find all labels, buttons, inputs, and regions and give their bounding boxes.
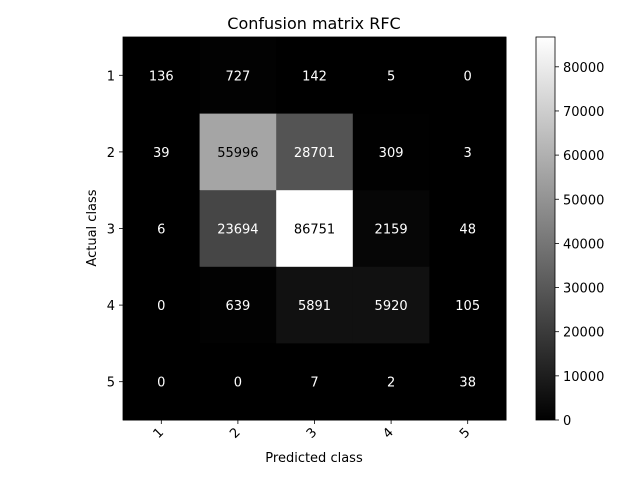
heatmap-cell: [352, 37, 430, 115]
cell-value-label: 23694: [217, 223, 258, 238]
cell-value-label: 28701: [294, 146, 335, 161]
heatmap-cell: [276, 266, 354, 344]
colorbar-tick-label: 10000: [563, 370, 604, 385]
x-axis-label: Predicted class: [265, 451, 363, 466]
heatmap-cell: [429, 37, 507, 115]
cell-value-label: 5891: [298, 299, 331, 314]
y-axis-ticks: 1 2 3 4 5: [107, 69, 123, 391]
heatmap-cell: [352, 190, 430, 268]
cell-value-label: 5: [387, 69, 395, 84]
cell-value-label: 55996: [217, 146, 258, 161]
heatmap-cell: [352, 266, 430, 344]
cell-value-label: 727: [225, 69, 250, 84]
y-axis-label: Actual class: [85, 189, 100, 266]
plot-frame: [122, 36, 507, 421]
heatmap-cell: [429, 190, 507, 268]
colorbar-tick-label: 0: [563, 414, 571, 429]
cell-value-label: 2: [387, 376, 395, 391]
heatmap-cell: [199, 37, 277, 115]
heatmap-cell: [123, 343, 201, 421]
cell-value-label: 48: [459, 223, 476, 238]
cell-value-label: 0: [157, 299, 165, 314]
chart-title: Confusion matrix RFC: [227, 14, 400, 33]
colorbar-tick-label: 30000: [563, 282, 604, 297]
colorbar-tick-label: 70000: [563, 105, 604, 120]
colorbar: [535, 36, 556, 421]
heatmap-grid: [123, 37, 507, 421]
heatmap-cell: [199, 343, 277, 421]
cell-value-label: 142: [302, 69, 327, 84]
x-tick-label: 1: [151, 425, 167, 441]
colorbar-tick-label: 20000: [563, 326, 604, 341]
heatmap-cell: [276, 37, 354, 115]
heatmap-cell: [276, 190, 354, 268]
cell-value-label: 39: [153, 146, 170, 161]
colorbar-tick-label: 60000: [563, 149, 604, 164]
y-tick-label: 1: [107, 69, 115, 84]
heatmap-cell: [429, 113, 507, 191]
y-tick-label: 2: [107, 146, 115, 161]
heatmap-cell: [123, 113, 201, 191]
cell-value-label: 0: [234, 376, 242, 391]
x-axis-ticks: 1 2 3 4 5: [151, 420, 473, 442]
heatmap-cell: [123, 266, 201, 344]
heatmap-cell: [276, 343, 354, 421]
cell-value-label: 3: [464, 146, 472, 161]
heatmap-cell: [199, 190, 277, 268]
cell-value-label: 7: [310, 376, 318, 391]
x-tick-label: 5: [457, 425, 473, 441]
y-tick-label: 3: [107, 223, 115, 238]
heatmap-cell: [276, 113, 354, 191]
x-tick-label: 3: [304, 425, 320, 441]
cell-value-label: 105: [455, 299, 480, 314]
heatmap-cell: [123, 190, 201, 268]
colorbar-tick-label: 40000: [563, 237, 604, 252]
colorbar-tick-label: 50000: [563, 193, 604, 208]
heatmap-cell: [429, 266, 507, 344]
heatmap-cell: [199, 266, 277, 344]
cell-value-label: 5920: [375, 299, 408, 314]
heatmap-cell: [123, 37, 201, 115]
heatmap-cell: [429, 343, 507, 421]
cell-value-labels: 136 727 142 5 039 55996 28701 309 36 23694 86751 21…: [149, 69, 480, 390]
cell-value-label: 309: [379, 146, 404, 161]
cell-value-label: 136: [149, 69, 174, 84]
cell-value-label: 38: [459, 376, 476, 391]
x-tick-label: 2: [227, 425, 243, 441]
colorbar-ticks: 0 10000 20000 30000 40000 50000 60000 70000 8000…: [555, 61, 604, 429]
heatmap-cell: [352, 113, 430, 191]
cell-value-label: 639: [225, 299, 250, 314]
cell-value-label: 0: [464, 69, 472, 84]
cell-value-label: 0: [157, 376, 165, 391]
heatmap-cell: [199, 113, 277, 191]
cell-value-label: 2159: [375, 223, 408, 238]
x-tick-label: 4: [380, 425, 396, 441]
y-tick-label: 5: [107, 376, 115, 391]
cell-value-label: 6: [157, 223, 165, 238]
cell-value-label: 86751: [294, 223, 335, 238]
y-tick-label: 4: [107, 299, 115, 314]
heatmap-cell: [352, 343, 430, 421]
colorbar-tick-label: 80000: [563, 61, 604, 76]
